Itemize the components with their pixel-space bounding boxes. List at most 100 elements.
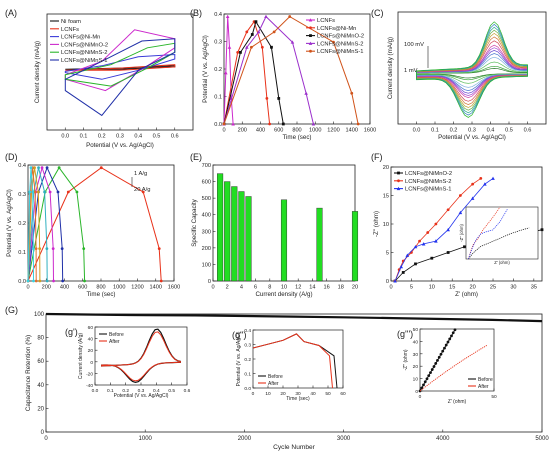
y-tick-label: 30	[413, 352, 419, 358]
x-axis-label: Cycle Number	[273, 444, 316, 451]
eis-before-marker	[443, 346, 446, 350]
x-tick-label: 18	[338, 285, 344, 291]
legend-marker	[309, 49, 312, 53]
x-tick-label: 12	[295, 285, 301, 291]
inset-y-label: -Z'' (ohm)	[459, 224, 464, 242]
gcd-rate-curve	[27, 167, 37, 282]
gcd-marker	[265, 97, 269, 100]
eis-marker	[479, 177, 483, 180]
x-tick-label: 14	[309, 285, 315, 291]
x-tick-label: 1200	[327, 128, 339, 134]
x-tick-label: 0.1	[107, 388, 114, 394]
y-tick-label: 20	[413, 364, 419, 370]
eis-before-marker	[453, 328, 457, 332]
gcd-rate-curve	[27, 167, 41, 282]
inset-x-label: Z' (ohm)	[494, 260, 510, 265]
eis-marker	[393, 279, 397, 283]
gcd-marker	[249, 45, 253, 49]
x-tick-label: 16	[323, 285, 329, 291]
gcd-rate-marker	[28, 190, 32, 194]
gcd-rate-curve	[27, 167, 162, 282]
cv-after-curve	[101, 331, 181, 382]
y-tick-label: 50	[413, 327, 419, 333]
x-tick-label: 2000	[238, 436, 252, 442]
y-axis-label: -Z'' (ohm)	[403, 349, 409, 370]
gcd-marker	[264, 14, 268, 19]
gcd-marker	[236, 50, 240, 54]
eis-marker	[458, 210, 463, 215]
eis-before-marker	[437, 355, 441, 359]
x-tick-label: 800	[292, 128, 301, 134]
y-tick-label: 0.0	[18, 279, 26, 285]
eis-before-marker	[434, 362, 438, 365]
y-tick-label: 10	[413, 377, 419, 383]
gcd-rate-marker	[34, 247, 38, 251]
eis-before-marker	[430, 368, 434, 371]
gcd-rate-curve	[27, 166, 86, 282]
y-axis-label: Current density (A/g)	[78, 333, 84, 379]
gcd-rate-marker	[75, 190, 79, 194]
legend-label: LCNFs@Ni-Mn	[61, 35, 100, 41]
y-tick-label: 20	[37, 406, 44, 412]
x-tick-label: 50	[491, 394, 497, 400]
x-axis-label: Time (sec)	[283, 134, 312, 141]
x-tick-label: 0	[252, 391, 255, 397]
y-tick-label: 20	[88, 348, 94, 354]
legend-label: Before	[478, 377, 493, 383]
gcd-rate-marker	[34, 279, 38, 283]
gcd-marker	[288, 15, 292, 18]
gcd-marker	[272, 30, 276, 34]
eis-before-marker	[444, 343, 448, 347]
x-tick-label: 10	[265, 391, 271, 397]
legend-label: LCNFs@NiMnS-2	[405, 179, 451, 185]
x-axis-label: Potential (V vs. Ag/AgCl)	[438, 134, 506, 141]
x-tick-label: 0.5	[505, 128, 513, 134]
gcd-rate-marker	[43, 190, 46, 194]
x-tick-label: 0.0	[61, 134, 69, 140]
gcd-rate-marker	[32, 279, 35, 283]
capacity-bar	[245, 196, 252, 282]
gcd-marker	[225, 14, 230, 19]
gcd-rate-marker	[33, 166, 36, 170]
y-tick-label: 40	[413, 339, 419, 345]
y-tick-label: 20	[383, 165, 389, 171]
eis-marker	[446, 227, 450, 232]
gcd-marker	[311, 122, 316, 126]
y-axis-label: Current density (mA/g)	[34, 41, 41, 103]
y-tick-label: 80	[37, 336, 44, 342]
gcd-rate-marker	[33, 190, 37, 194]
legend-label: LCNFs@Ni-Mn	[317, 26, 356, 32]
legend-label: LCNFs@NiMnS-2	[61, 50, 107, 56]
x-tick-label: 0.4	[153, 388, 160, 394]
gcd-marker	[227, 45, 232, 49]
legend-marker	[397, 179, 400, 183]
x-tick-label: 1000	[139, 436, 153, 442]
y-tick-label: 100	[202, 262, 211, 268]
gcd-marker	[270, 45, 273, 49]
y-tick-label: -40	[86, 383, 93, 389]
x-tick-label: 1200	[131, 285, 143, 291]
gcd-marker	[222, 122, 226, 126]
eis-marker	[430, 256, 434, 260]
eis-before-marker	[429, 371, 432, 375]
x-tick-label: 0.5	[168, 388, 175, 394]
capacity-bar	[351, 211, 359, 282]
x-tick-label: 200	[238, 128, 247, 134]
y-tick-label: 300	[202, 229, 211, 235]
panel-a: (A) 0.0 0.1 0.2 0.3 0.4 0.5 0.6 Potential (V vs.…	[5, 8, 194, 149]
x-tick-label: 0	[389, 285, 392, 291]
x-tick-label: 1600	[364, 128, 376, 134]
legend-label: LCNFs@NiMnS-1	[317, 49, 363, 55]
legend-marker	[308, 41, 313, 45]
x-tick-label: 0.0	[92, 388, 99, 394]
gcd-marker	[268, 122, 272, 126]
x-tick-label: 0.2	[450, 128, 458, 134]
gcd-marker	[277, 97, 281, 100]
panel-g: (G)0 1000 2000 3000 4000 5000020406080100Cycl…	[5, 305, 549, 451]
x-axis-label: Z' (ohm)	[448, 399, 467, 405]
x-tick-label: 1000	[309, 128, 321, 134]
y-tick-label: 0.3	[214, 40, 222, 46]
x-tick-label: 400	[60, 285, 69, 291]
gcd-rate-marker	[60, 247, 64, 251]
